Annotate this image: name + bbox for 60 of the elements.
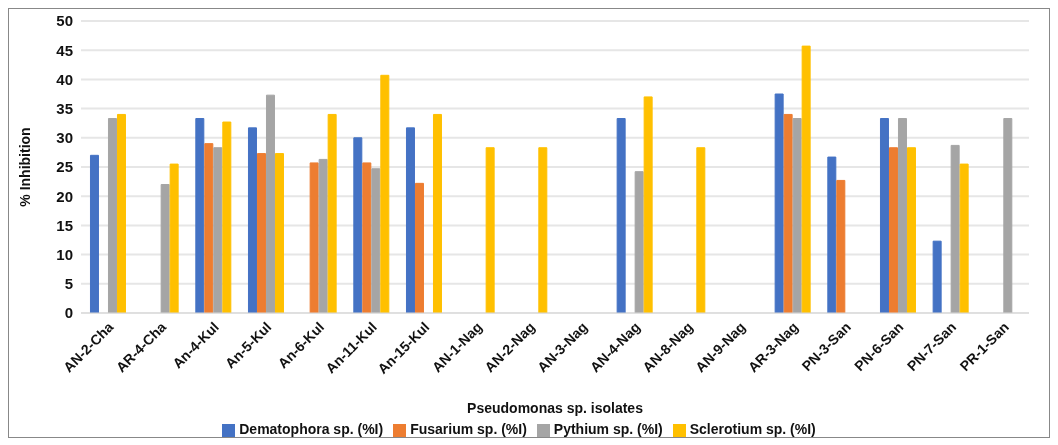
bar [414, 182, 424, 313]
bar [247, 127, 257, 313]
bar [353, 137, 363, 313]
bar [774, 93, 784, 313]
y-tick-label: 30 [56, 129, 73, 147]
y-tick-label: 10 [56, 245, 73, 263]
y-tick-label: 20 [56, 187, 73, 205]
bar [634, 171, 644, 313]
bar [327, 113, 337, 313]
y-tick-label: 5 [64, 275, 73, 293]
bar [906, 147, 916, 313]
y-tick-label: 45 [56, 41, 73, 59]
bar [371, 168, 381, 313]
bar [169, 163, 179, 313]
bar [932, 240, 942, 313]
y-tick-label: 25 [56, 158, 73, 176]
y-tick-label: 15 [56, 216, 73, 234]
bar [265, 94, 275, 313]
bar [616, 118, 626, 313]
bar [538, 147, 548, 313]
bar [1003, 118, 1013, 313]
y-tick-label: 35 [56, 99, 73, 117]
bar [836, 179, 846, 313]
bar [309, 162, 319, 313]
bar [274, 153, 284, 313]
bar [827, 156, 837, 313]
bar [89, 154, 99, 313]
bar [204, 143, 214, 313]
legend-label: Pythium sp. (%I) [553, 421, 663, 437]
bar [222, 121, 232, 313]
bar [897, 118, 907, 313]
bar [116, 113, 126, 313]
bar [879, 118, 889, 313]
y-tick-label: 40 [56, 70, 73, 88]
bar [256, 153, 266, 313]
legend-label: Sclerotium sp. (%I) [689, 421, 816, 437]
bar [107, 118, 117, 313]
bar [318, 158, 328, 313]
bar [696, 147, 706, 313]
legend-label: Dematophora sp. (%I) [239, 421, 384, 437]
legend-label: Fusarium sp. (%I) [410, 421, 527, 437]
bar [792, 118, 802, 313]
bar [643, 96, 653, 313]
bar [950, 144, 960, 313]
bar [160, 184, 170, 313]
bar [801, 45, 811, 313]
bar [432, 113, 442, 313]
bar [485, 147, 495, 313]
y-tick-label: 0 [64, 304, 73, 322]
bar [195, 118, 205, 313]
bar [783, 113, 793, 313]
bar [888, 147, 898, 313]
x-axis-title: Pseudomonas sp. isolates [467, 400, 644, 416]
bar [959, 163, 969, 313]
bar [405, 127, 415, 313]
bar [213, 147, 223, 313]
bar [362, 162, 372, 313]
y-tick-label: 50 [56, 12, 73, 30]
y-axis-title: % Inhibition [16, 127, 33, 207]
bar [380, 74, 390, 313]
